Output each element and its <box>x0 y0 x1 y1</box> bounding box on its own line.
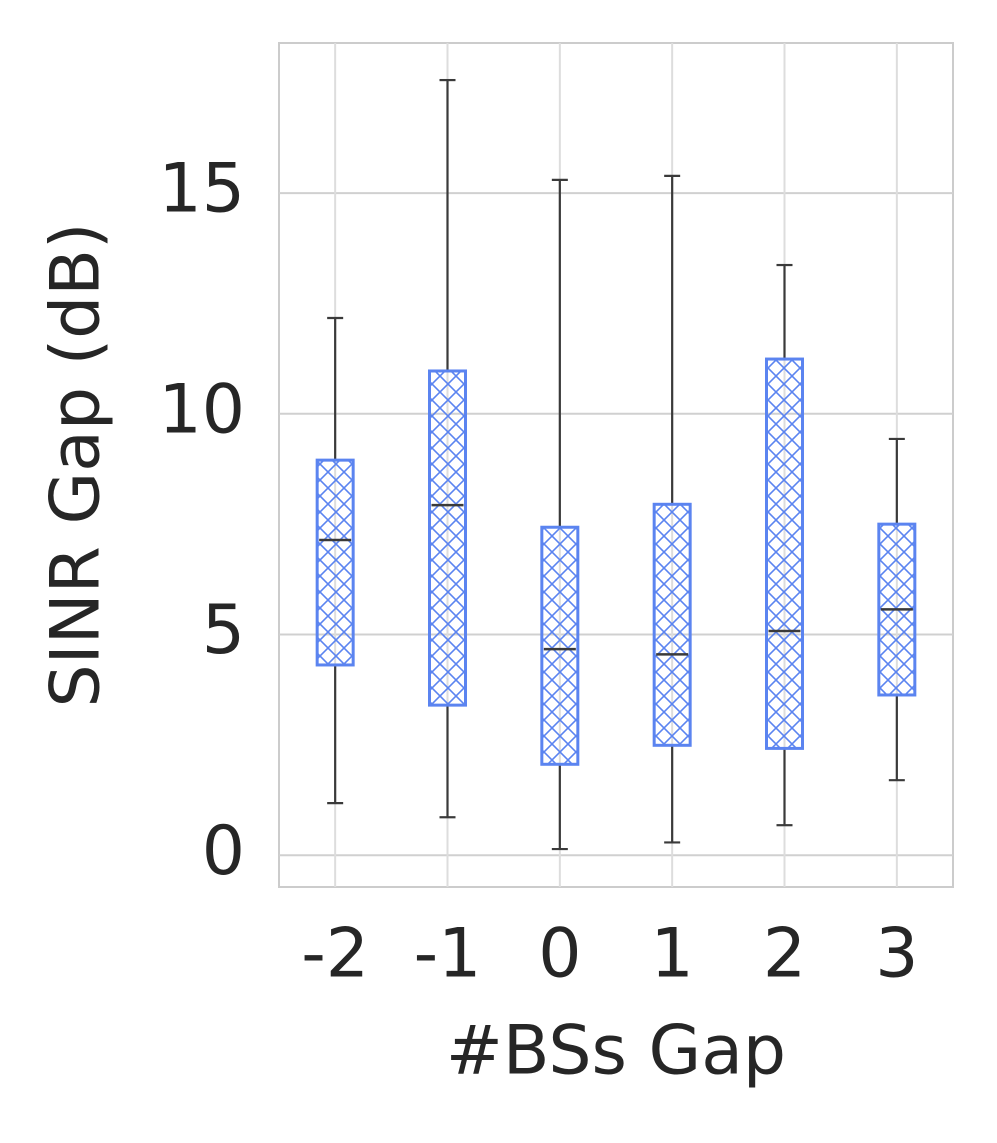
y-tick-label: 0 <box>202 812 245 891</box>
x-tick-label: 0 <box>538 915 581 994</box>
plot-frame <box>278 42 954 888</box>
y-tick-label: 10 <box>158 370 245 449</box>
x-tick-label: 2 <box>763 915 806 994</box>
box <box>765 357 804 750</box>
box <box>540 525 580 766</box>
y-axis-label: SINR Gap (dB) <box>37 223 116 708</box>
x-tick-label: -2 <box>301 915 369 994</box>
x-tick-label: 3 <box>875 915 918 994</box>
box <box>315 458 355 667</box>
y-tick-label: 5 <box>202 591 245 670</box>
x-tick-label: -1 <box>414 915 482 994</box>
box <box>652 502 692 747</box>
y-tick-label: 15 <box>158 150 245 229</box>
x-axis-label: #BSs Gap <box>446 1012 786 1091</box>
box <box>428 369 467 707</box>
x-tick-label: 1 <box>651 915 694 994</box>
